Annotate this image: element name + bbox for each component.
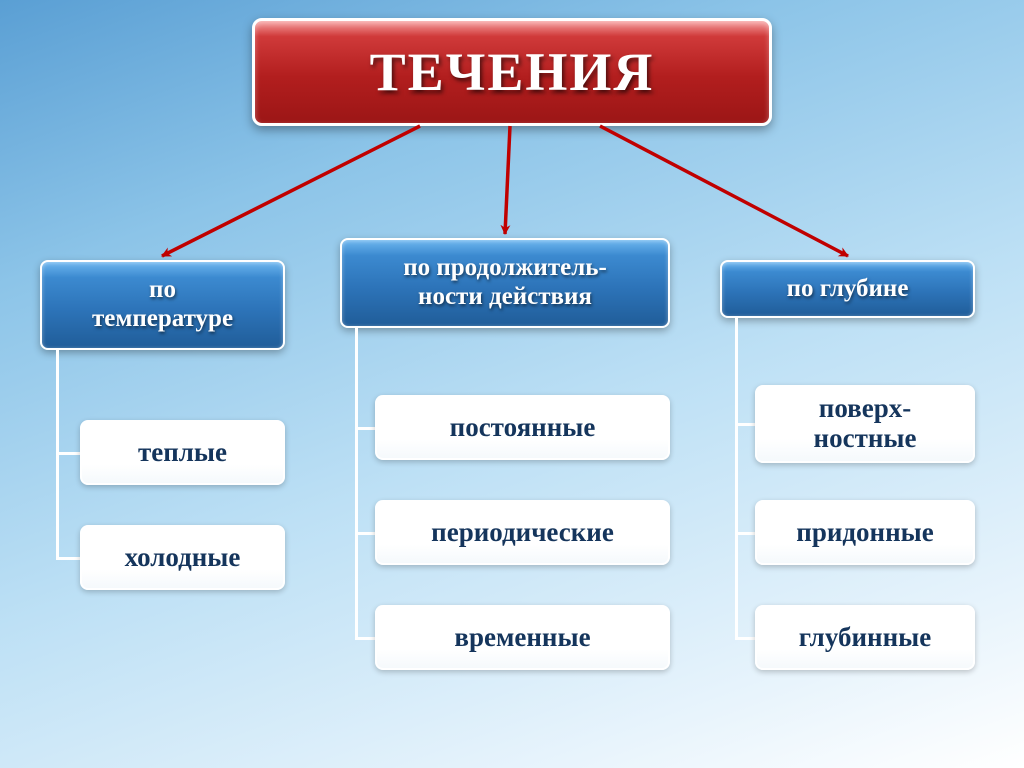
item-label: постоянные (450, 413, 596, 443)
cat-header-temperature: потемпературе (40, 260, 285, 350)
item-box: временные (375, 605, 670, 670)
item-label: поверх-ностные (814, 394, 917, 453)
cat-header-depth: по глубине (720, 260, 975, 318)
item-label: временные (454, 623, 590, 653)
connector-line (355, 637, 375, 640)
connector-line (56, 452, 80, 455)
cat-header-duration: по продолжитель-ности действия (340, 238, 670, 328)
connector-line (735, 318, 738, 640)
item-label: придонные (796, 518, 933, 548)
connector-line (355, 328, 358, 640)
title-text: ТЕЧЕНИЯ (370, 41, 655, 103)
connector-line (355, 427, 375, 430)
connector-line (56, 350, 59, 560)
item-box: постоянные (375, 395, 670, 460)
connector-line (735, 532, 755, 535)
item-label: холодные (125, 543, 241, 573)
item-label: периодические (431, 518, 614, 548)
item-box: придонные (755, 500, 975, 565)
item-label: теплые (138, 438, 227, 468)
cat-header-label: по продолжитель-ности действия (403, 254, 607, 312)
connector-line (735, 637, 755, 640)
connector-line (355, 532, 375, 535)
cat-header-label: по глубине (787, 275, 909, 304)
item-label: глубинные (799, 623, 931, 653)
connector-line (735, 423, 755, 426)
connector-line (56, 557, 80, 560)
title-box: ТЕЧЕНИЯ (252, 18, 772, 126)
item-box: холодные (80, 525, 285, 590)
item-box: поверх-ностные (755, 385, 975, 463)
cat-header-label: потемпературе (92, 276, 233, 334)
item-box: теплые (80, 420, 285, 485)
item-box: периодические (375, 500, 670, 565)
item-box: глубинные (755, 605, 975, 670)
